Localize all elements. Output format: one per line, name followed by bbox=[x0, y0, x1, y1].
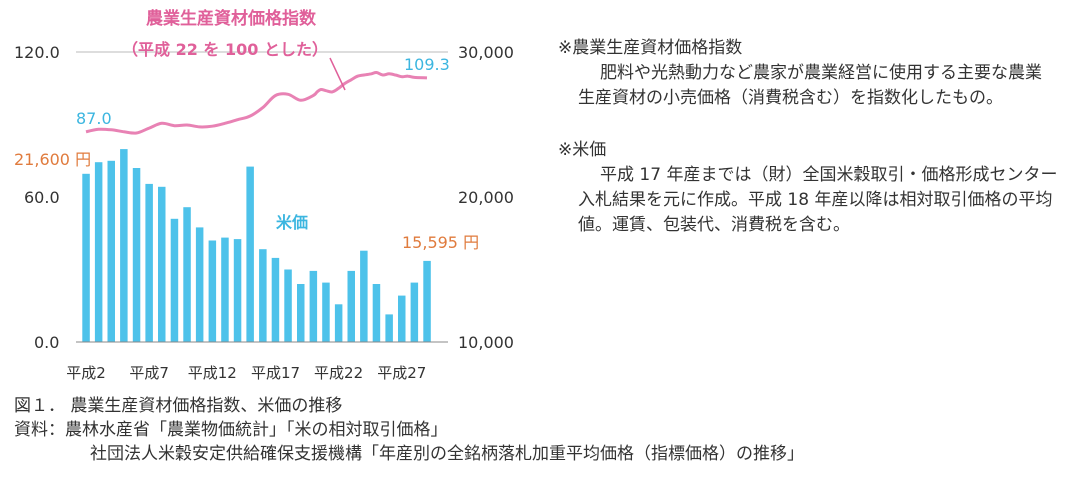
subtitle-pointer-line bbox=[329, 57, 346, 91]
rice-bar-平成4 bbox=[107, 160, 115, 343]
chart-subtitle: （平成 22 を 100 とした） bbox=[122, 40, 328, 59]
index-line bbox=[85, 70, 428, 135]
rice-bar-平成13 bbox=[221, 237, 229, 342]
rice-bar-平成23 bbox=[347, 270, 355, 342]
x-tick-平成22: 平成22 bbox=[314, 364, 363, 382]
note-index-title: ※農業生産資材価格指数 bbox=[558, 38, 743, 58]
rice-bar-平成24 bbox=[360, 250, 368, 342]
rice-bar-平成2 bbox=[82, 173, 90, 342]
rice-bar-平成15 bbox=[246, 166, 254, 342]
rice-bar-平成7 bbox=[145, 183, 153, 342]
rice-bar-平成17 bbox=[271, 257, 280, 342]
rice-bar-平成28 bbox=[410, 282, 419, 342]
right-tick-20000: 20,000 bbox=[458, 188, 514, 207]
rice-bar-平成6 bbox=[132, 168, 141, 342]
rice-bar-平成9 bbox=[170, 218, 179, 343]
bar-series-label: 米価 bbox=[276, 213, 308, 232]
right-tick-10000: 10,000 bbox=[458, 333, 514, 352]
rice-start-label: 21,600 円 bbox=[14, 150, 91, 169]
left-tick-60: 60.0 bbox=[24, 188, 60, 207]
x-tick-平成2: 平成2 bbox=[66, 364, 106, 382]
rice-bar-平成8 bbox=[158, 186, 166, 342]
rice-end-label: 15,595 円 bbox=[402, 233, 479, 252]
x-tick-平成12: 平成12 bbox=[188, 364, 237, 382]
x-tick-平成17: 平成17 bbox=[251, 364, 300, 382]
left-tick-0: 0.0 bbox=[34, 333, 59, 352]
rice-bar-平成22 bbox=[334, 304, 343, 342]
figure-title: 図１． 農業生産資材価格指数、米価の推移 bbox=[14, 396, 343, 416]
rice-bar-平成21 bbox=[322, 282, 330, 342]
chart: 120.0 60.0 0.0 30,000 20,000 10,000 平成2 平… bbox=[14, 8, 514, 382]
notes-panel: ※農業生産資材価格指数 肥料や光熱動力など農家が農業経営に使用する主要な農業生産… bbox=[558, 36, 1058, 238]
rice-bar-平成18 bbox=[284, 269, 292, 342]
source-line-1: 資料：農林水産省「農業物価統計」「米の相対取引価格」 bbox=[14, 420, 448, 440]
x-tick-平成27: 平成27 bbox=[377, 364, 426, 382]
chart-title: 農業生産資材価格指数 bbox=[146, 8, 317, 29]
rice-bar-平成27 bbox=[398, 295, 406, 342]
index-start-label: 87.0 bbox=[76, 109, 112, 128]
rice-bar-平成19 bbox=[297, 284, 305, 342]
rice-bar-平成11 bbox=[195, 227, 204, 342]
rice-bar-平成16 bbox=[259, 249, 267, 342]
x-tick-平成7: 平成7 bbox=[129, 364, 169, 382]
rice-bar-平成26 bbox=[385, 314, 393, 342]
left-tick-120: 120.0 bbox=[14, 43, 60, 62]
figure-caption: 図１． 農業生産資材価格指数、米価の推移 資料：農林水産省「農業物価統計」「米の… bbox=[14, 394, 804, 466]
right-tick-30000: 30,000 bbox=[458, 43, 514, 62]
rice-bar-平成29 bbox=[423, 260, 431, 342]
note-rice-title: ※米価 bbox=[558, 140, 607, 160]
rice-bar-平成10 bbox=[183, 207, 191, 342]
bars-group bbox=[82, 149, 431, 343]
rice-bar-平成3 bbox=[94, 162, 103, 342]
rice-bar-平成14 bbox=[233, 239, 242, 342]
x-tick-labels: 平成2 平成7 平成12 平成17 平成22 平成27 bbox=[66, 364, 426, 382]
rice-bar-平成5 bbox=[120, 149, 128, 342]
rice-bar-平成25 bbox=[372, 284, 381, 342]
note-index-body: 肥料や光熱動力など農家が農業経営に使用する主要な農業生産資材の小売価格（消費税含… bbox=[578, 63, 1042, 108]
index-end-label: 109.3 bbox=[404, 55, 450, 74]
rice-bar-平成20 bbox=[309, 270, 318, 342]
note-rice-body: 平成 17 年産までは（財）全国米穀取引・価格形成センター入札結果を元に作成。平… bbox=[578, 165, 1058, 235]
source-line-2: 社団法人米穀安定供給確保支援機構「年産別の全銘柄落札加重平均価格（指標価格）の推… bbox=[90, 444, 804, 464]
rice-bar-平成12 bbox=[208, 240, 217, 342]
